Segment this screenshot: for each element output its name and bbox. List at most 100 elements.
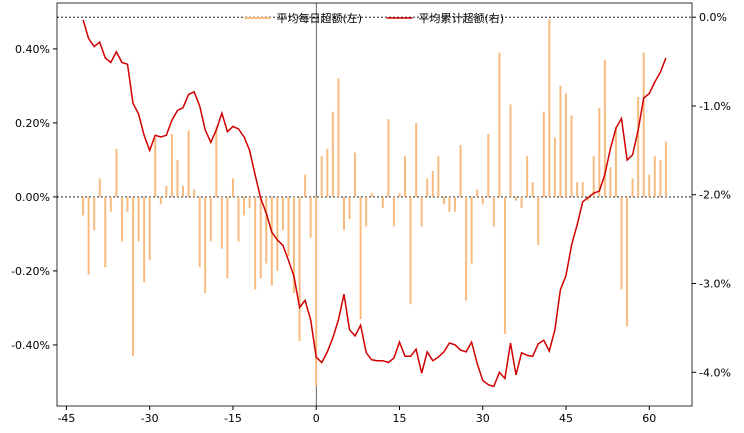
y-tick-label: 0.40% — [15, 43, 50, 56]
y2-tick-label: 0.0% — [699, 11, 727, 24]
bar — [331, 111, 334, 197]
bar — [503, 196, 506, 334]
bar — [564, 93, 567, 197]
bar — [132, 196, 135, 357]
bar — [342, 196, 345, 231]
bar — [187, 130, 190, 197]
bar — [315, 196, 318, 386]
bar — [426, 178, 429, 197]
bar — [298, 196, 301, 342]
bar — [370, 193, 373, 197]
bar — [642, 52, 645, 197]
line — [82, 19, 667, 388]
bar — [120, 196, 123, 242]
bar — [659, 159, 662, 197]
bar — [226, 196, 229, 279]
bar — [481, 196, 484, 205]
bar — [309, 196, 312, 238]
bar — [304, 174, 307, 197]
bar — [365, 196, 368, 227]
bar — [198, 196, 201, 268]
bar — [165, 185, 168, 197]
bar — [537, 196, 540, 246]
bar — [531, 182, 534, 197]
bar — [109, 196, 112, 212]
x-tick-label: 45 — [559, 412, 573, 425]
x-tick-label: 15 — [392, 412, 406, 425]
bar — [515, 196, 518, 201]
legend-label: 平均每日超额(左) — [277, 11, 363, 25]
bar — [453, 196, 456, 212]
bar — [648, 174, 651, 197]
bar — [259, 196, 262, 279]
bar — [148, 196, 151, 260]
bar — [115, 148, 118, 197]
y-tick-label: 0.20% — [15, 117, 50, 130]
bar — [248, 196, 251, 209]
bar — [637, 96, 640, 197]
bar — [287, 196, 290, 257]
bar — [392, 196, 395, 227]
y2-tick-label: -1.0% — [699, 100, 731, 113]
bar — [631, 178, 634, 197]
bar — [143, 196, 146, 283]
bar — [553, 137, 556, 197]
bar — [104, 196, 107, 268]
bar — [354, 152, 357, 197]
bar — [159, 196, 162, 205]
bar — [276, 196, 279, 271]
x-tick-label: 60 — [642, 412, 656, 425]
bar — [620, 196, 623, 290]
bar — [442, 196, 445, 205]
bar — [243, 196, 246, 216]
x-tick-label: -45 — [57, 412, 75, 425]
bar — [387, 119, 390, 197]
bar — [204, 196, 207, 294]
bar — [404, 156, 407, 197]
bar — [609, 167, 612, 197]
bar — [409, 196, 412, 305]
bar — [176, 159, 179, 197]
bar — [270, 196, 273, 286]
bar — [398, 193, 401, 197]
legend-label: 平均累计超额(右) — [419, 11, 505, 25]
bar — [664, 141, 667, 197]
bar — [587, 196, 590, 201]
bar — [220, 196, 223, 249]
bar — [431, 171, 434, 197]
bar — [603, 59, 606, 197]
bar — [459, 145, 462, 197]
bar — [98, 178, 101, 197]
y2-tick-label: -3.0% — [699, 278, 731, 291]
bar — [581, 182, 584, 197]
y2-tick-label: -4.0% — [699, 366, 731, 379]
bar — [154, 137, 157, 197]
bar — [209, 196, 212, 242]
bar — [359, 196, 362, 320]
bar — [337, 78, 340, 197]
bar — [237, 196, 240, 242]
bar — [326, 148, 329, 197]
bar — [487, 134, 490, 197]
bar — [598, 108, 601, 197]
y-tick-label: 0.00% — [15, 191, 50, 204]
x-tick-label: -15 — [224, 412, 242, 425]
bar — [576, 182, 579, 197]
bar — [465, 196, 468, 301]
bar — [542, 111, 545, 197]
bar — [415, 122, 418, 197]
bar — [281, 196, 284, 231]
bar — [653, 156, 656, 197]
bar — [492, 196, 495, 227]
bar — [93, 196, 96, 231]
bar — [626, 196, 629, 327]
bar — [182, 185, 185, 197]
y-tick-label: -0.20% — [11, 265, 50, 278]
plot-frame — [56, 2, 693, 407]
bar — [193, 189, 196, 197]
bar — [570, 115, 573, 197]
bar — [614, 126, 617, 197]
x-tick-label: -30 — [141, 412, 159, 425]
y-tick-label: -0.40% — [11, 339, 50, 352]
